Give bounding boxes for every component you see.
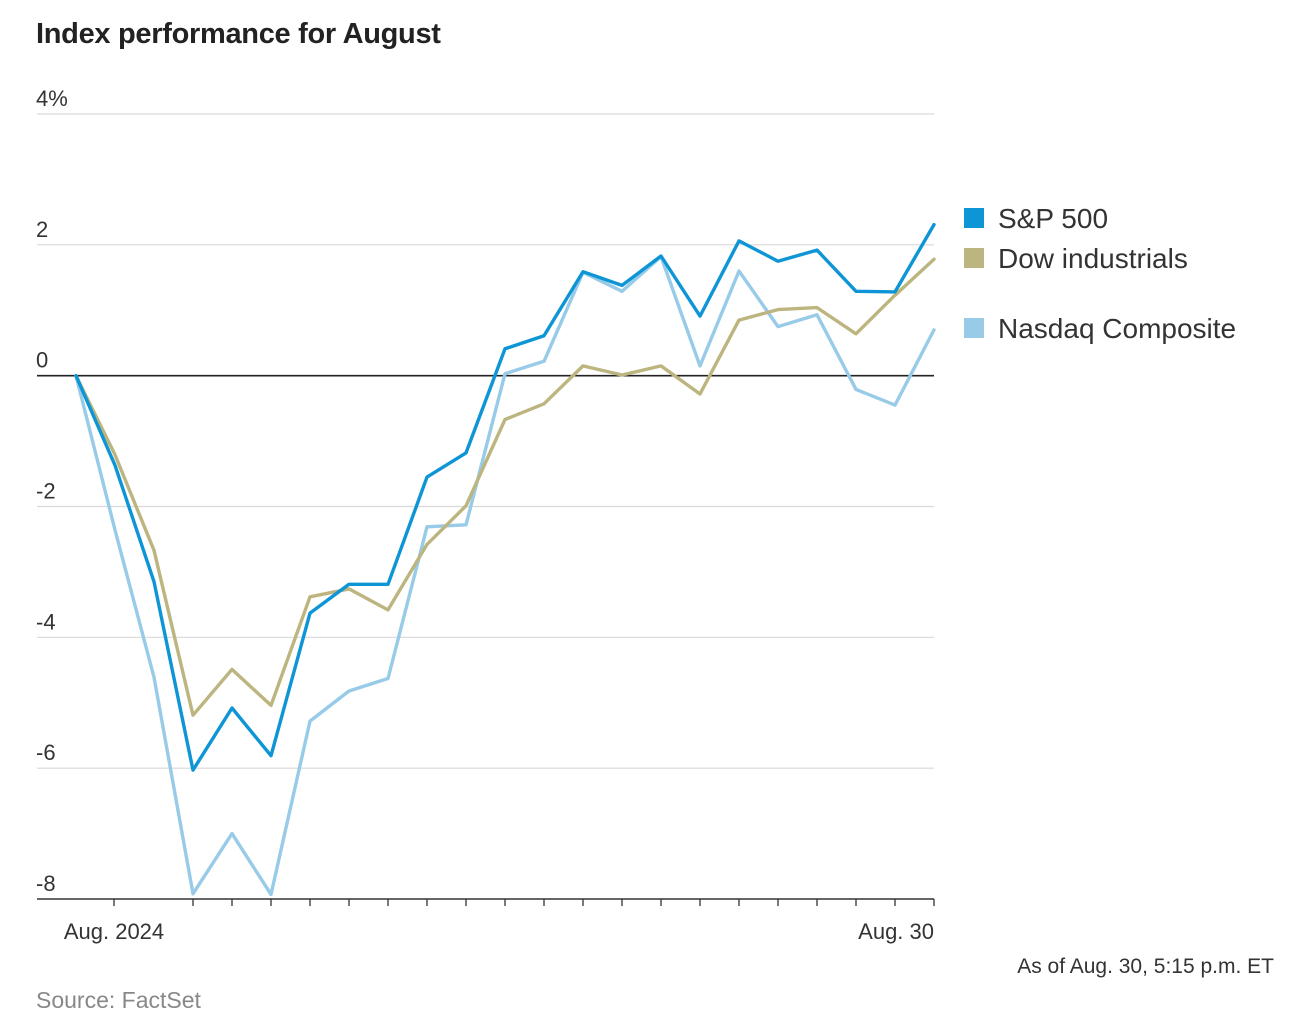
legend-swatch [964, 318, 984, 338]
chart-title: Index performance for August [36, 18, 441, 50]
x-tick-label: Aug. 30 [858, 919, 934, 944]
series-line-dow-industrials [74, 257, 936, 717]
y-tick-label: 0 [36, 348, 48, 373]
timestamp-note: As of Aug. 30, 5:15 p.m. ET [1017, 955, 1274, 978]
x-axis: Aug. 2024 Aug. 30 [37, 898, 935, 944]
legend: S&P 500 Dow industrials Nasdaq Composite [964, 203, 1236, 344]
series-lines [74, 222, 936, 897]
grid-lines [37, 113, 934, 769]
x-tick-label: Aug. 2024 [64, 919, 164, 944]
y-tick-label: -4 [36, 609, 56, 634]
series-line-s-p-500 [74, 222, 936, 772]
legend-label: Nasdaq Composite [998, 313, 1236, 344]
y-tick-label: 2 [36, 217, 48, 242]
y-tick-label: 4% [36, 86, 68, 111]
y-tick-label: -6 [36, 740, 56, 765]
legend-label: Dow industrials [998, 243, 1188, 274]
series-line-nasdaq-composite [74, 254, 936, 897]
y-tick-label: -2 [36, 479, 56, 504]
source-note: Source: FactSet [36, 987, 201, 1013]
legend-swatch [964, 208, 984, 228]
y-tick-label: -8 [36, 871, 56, 896]
legend-label: S&P 500 [998, 203, 1108, 234]
legend-swatch [964, 248, 984, 268]
y-axis-ticks: 4% 2 0 -2 -4 -6 -8 [36, 86, 68, 896]
